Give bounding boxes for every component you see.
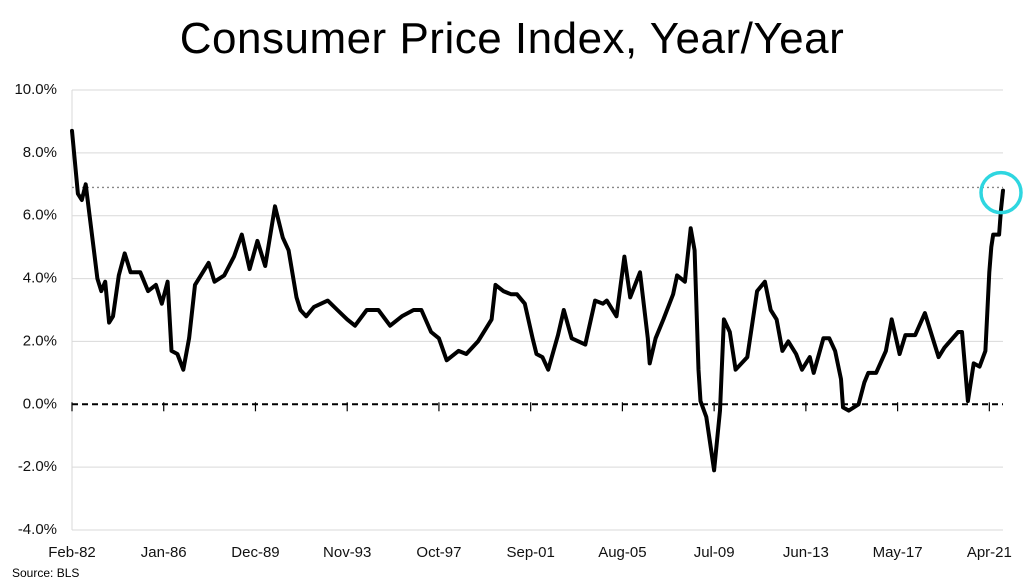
y-tick-label: 2.0% xyxy=(23,332,57,349)
source-note: Source: BLS xyxy=(12,566,80,580)
x-tick-label: Nov-93 xyxy=(323,544,371,561)
x-tick-label: Oct-97 xyxy=(416,544,461,561)
gridlines xyxy=(71,89,1003,531)
reference-lines xyxy=(72,186,1003,406)
y-tick-label: 10.0% xyxy=(14,81,57,98)
y-tick-label: 0.0% xyxy=(23,395,57,412)
highlight-circle xyxy=(979,170,1023,215)
x-axis: Feb-82 Jan-86 Dec-89 Nov-93 Oct-97 Sep-01 Aug-… xyxy=(48,402,1012,561)
x-tick-label: Feb-82 xyxy=(48,544,96,561)
x-tick-label: May-17 xyxy=(873,544,923,561)
x-tick-label: Sep-01 xyxy=(506,544,554,561)
x-tick-label: Jan-86 xyxy=(141,544,187,561)
y-tick-label: -2.0% xyxy=(18,458,57,475)
y-tick-label: 4.0% xyxy=(23,270,57,287)
y-tick-label: 6.0% xyxy=(23,207,57,224)
x-tick-label: Aug-05 xyxy=(598,544,646,561)
x-tick-label: Jun-13 xyxy=(783,544,829,561)
y-tick-label: -4.0% xyxy=(18,521,57,538)
cpi-series-line xyxy=(70,128,1005,473)
series xyxy=(70,128,1005,473)
x-tick-label: Jul-09 xyxy=(694,544,735,561)
x-tick-label: Dec-89 xyxy=(231,544,279,561)
y-tick-label: 8.0% xyxy=(23,144,57,161)
y-axis: 10.0% 8.0% 6.0% 4.0% 2.0% 0.0% -2.0% -4.0% xyxy=(14,81,57,538)
highlight xyxy=(979,170,1023,215)
x-tick-label: Apr-21 xyxy=(967,544,1012,561)
chart-title: Consumer Price Index, Year/Year xyxy=(179,14,845,63)
